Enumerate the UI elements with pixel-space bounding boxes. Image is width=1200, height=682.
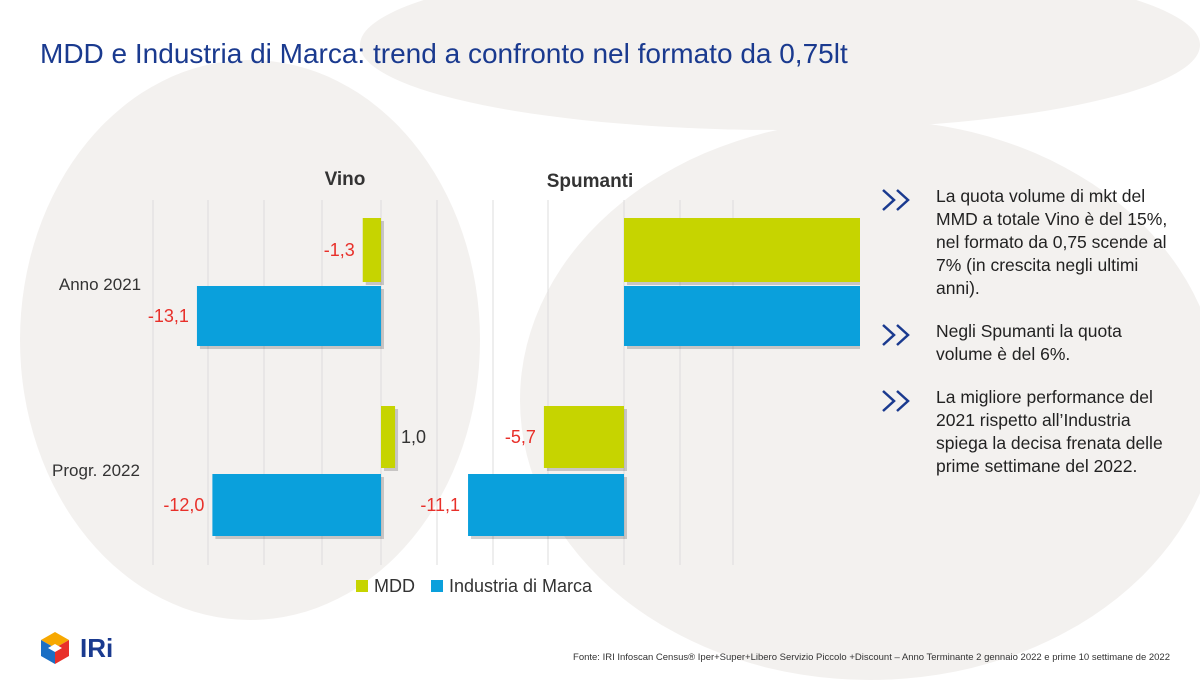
page-title: MDD e Industria di Marca: trend a confro… [40, 38, 848, 69]
bar-vino-mdd-1 [381, 406, 396, 468]
legend-swatch-industria [431, 580, 443, 592]
legend-swatch-mdd [356, 580, 368, 592]
iri-logo: IRi [38, 630, 113, 666]
panel-title-vino: Vino [325, 169, 366, 190]
chart-grid [152, 200, 734, 565]
data-label: -11,1 [420, 495, 460, 515]
category-label-anno-2021: Anno 2021 [59, 275, 141, 294]
category-label-progr-2022: Progr. 2022 [52, 461, 140, 480]
data-label: -12,0 [163, 495, 204, 515]
source-note: Fonte: IRI Infoscan Census® Iper+Super+L… [573, 652, 1170, 663]
panel-title-spumanti: Spumanti [547, 171, 634, 192]
data-label: -13,1 [148, 306, 189, 326]
iri-cube-icon [41, 632, 69, 664]
bullet-list: La quota volume di mkt del MMD a totale … [880, 185, 1180, 498]
bullet-text: La migliore performance del 2021 rispett… [936, 387, 1163, 476]
bar-vino-industria-1 [212, 474, 381, 536]
double-chevron-icon [882, 390, 910, 412]
bullet-text: La quota volume di mkt del MMD a totale … [936, 186, 1168, 298]
bar-chart: -1,31,0-13,1-12,021,1-5,717,3-11,1 Vino … [52, 169, 860, 596]
chart-bars [196, 218, 860, 539]
bullet-item: Negli Spumanti la quota volume è del 6%. [880, 320, 1180, 366]
double-chevron-icon [882, 189, 910, 211]
background-shape [520, 120, 1200, 680]
data-label: 1,0 [401, 427, 426, 447]
logo-text: IRi [80, 632, 114, 663]
bar-vino-industria-0 [196, 286, 381, 346]
background-shape [360, 0, 1200, 130]
data-label: -1,3 [324, 240, 355, 260]
chart-labels: -1,31,0-13,1-12,021,1-5,717,3-11,1 [148, 240, 536, 515]
bar-spumanti-mdd-0 [624, 218, 860, 282]
bullet-item: La quota volume di mkt del MMD a totale … [880, 185, 1180, 300]
bar-vino-mdd-0 [362, 218, 381, 282]
bar-spumanti-industria-0 [624, 286, 860, 346]
bullet-item: La migliore performance del 2021 rispett… [880, 386, 1180, 478]
chart-legend: MDD Industria di Marca [356, 576, 593, 596]
bullet-text: Negli Spumanti la quota volume è del 6%. [936, 321, 1122, 364]
bar-spumanti-mdd-1 [543, 406, 624, 468]
legend-label-mdd: MDD [374, 576, 415, 596]
bar-spumanti-industria-1 [468, 474, 624, 536]
double-chevron-icon [882, 324, 910, 346]
data-label: -5,7 [505, 427, 536, 447]
legend-label-industria: Industria di Marca [449, 576, 593, 596]
